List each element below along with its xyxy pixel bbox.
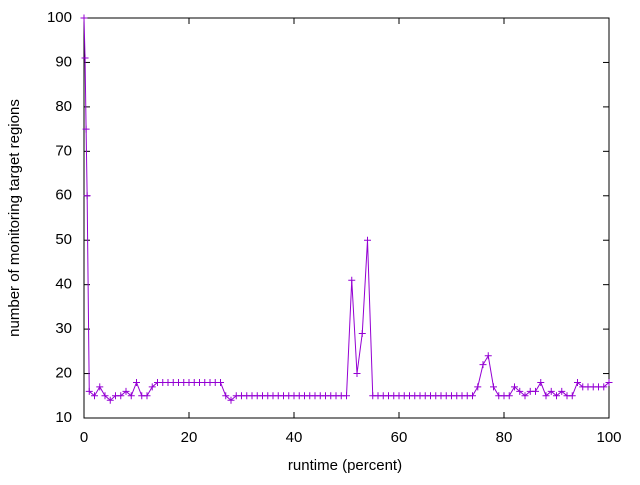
x-tick-label: 80 [496, 429, 513, 446]
y-tick-label: 90 [55, 53, 72, 70]
data-point [133, 378, 140, 386]
data-point [542, 392, 550, 400]
data-point [101, 392, 109, 400]
data-point [85, 387, 93, 395]
data-point [505, 392, 513, 400]
data-point [600, 383, 608, 391]
y-axis-label: number of monitoring target regions [6, 99, 23, 337]
y-tick-label: 100 [47, 9, 72, 26]
data-point [96, 383, 104, 391]
y-tick-label: 60 [55, 187, 72, 204]
data-point [568, 392, 576, 400]
data-point [80, 14, 88, 22]
y-tick-label: 10 [55, 409, 72, 426]
x-tick-label: 40 [286, 429, 303, 446]
data-point [353, 370, 361, 378]
data-point [364, 236, 371, 244]
data-point [605, 378, 613, 386]
y-tick-label: 80 [55, 98, 72, 115]
data-line [83, 17, 610, 401]
y-tick-label: 50 [55, 231, 72, 248]
data-point [122, 387, 130, 395]
data-point [479, 361, 487, 369]
data-point [537, 378, 545, 386]
plot-border [83, 17, 610, 419]
data-point [547, 387, 555, 395]
data-point [516, 387, 524, 395]
y-tick-label: 70 [55, 142, 72, 159]
data-point [574, 378, 581, 386]
data-point [553, 392, 560, 400]
data-point [484, 352, 492, 360]
data-point [148, 383, 156, 391]
x-tick-label: 0 [80, 429, 88, 446]
data-point [91, 392, 98, 400]
data-point [143, 392, 151, 400]
y-tick-label: 20 [55, 365, 72, 382]
data-point [558, 387, 566, 395]
data-point [83, 192, 91, 200]
data-point [227, 396, 235, 404]
data-point [469, 392, 476, 400]
data-point [106, 396, 114, 404]
data-point [127, 392, 135, 400]
data-point [343, 392, 350, 400]
x-tick-label: 20 [181, 429, 198, 446]
data-point [81, 54, 89, 62]
data-point [217, 378, 224, 386]
data-point [358, 330, 366, 338]
data-point [490, 383, 497, 391]
data-point [511, 383, 518, 391]
data-point [348, 276, 356, 284]
x-tick-label: 100 [596, 429, 621, 446]
data-point [117, 392, 125, 400]
data-point [82, 125, 90, 133]
data-point [474, 383, 482, 391]
y-tick-label: 30 [55, 320, 72, 337]
x-tick-label: 60 [391, 429, 408, 446]
data-point [222, 392, 230, 400]
y-tick-label: 40 [55, 276, 72, 293]
x-axis-label: runtime (percent) [288, 457, 402, 474]
data-point [521, 392, 529, 400]
data-point [532, 387, 539, 395]
